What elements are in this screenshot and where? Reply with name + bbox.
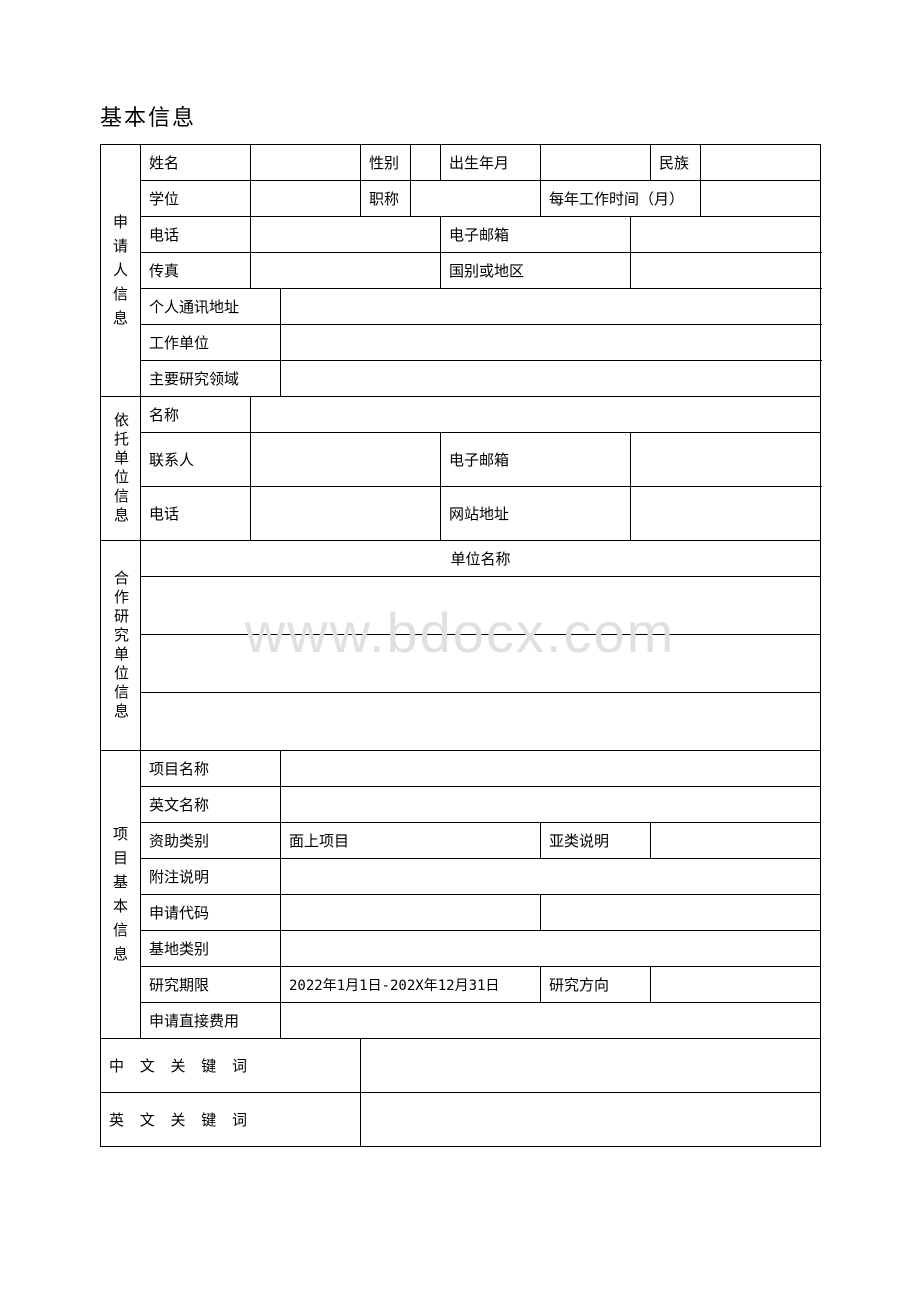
ethnic-value: [701, 145, 821, 181]
subtype-value: [651, 823, 821, 859]
host-name-value: [251, 397, 821, 433]
note-label: 附注说明: [141, 859, 281, 895]
workunit-label: 工作单位: [141, 325, 281, 361]
project-name-value: [281, 751, 821, 787]
host-phone-value: [251, 487, 441, 541]
host-website-value: [631, 487, 821, 541]
cn-keywords-value: [361, 1039, 821, 1093]
applicant-section-header: 申请人信息: [101, 145, 141, 397]
host-email-value: [631, 433, 821, 487]
host-phone-label: 电话: [141, 487, 251, 541]
gender-value: [411, 145, 441, 181]
partner-unitname-label: 单位名称: [141, 541, 821, 577]
project-enname-label: 英文名称: [141, 787, 281, 823]
fundtype-label: 资助类别: [141, 823, 281, 859]
research-value: [281, 361, 821, 397]
subtype-label: 亚类说明: [541, 823, 651, 859]
en-keywords-label: 英 文 关 键 词: [101, 1093, 361, 1147]
address-value: [281, 289, 821, 325]
gender-label: 性别: [361, 145, 411, 181]
basetype-label: 基地类别: [141, 931, 281, 967]
address-label: 个人通讯地址: [141, 289, 281, 325]
period-value: 2022年1月1日-202X年12月31日: [281, 967, 541, 1003]
directfee-value: [281, 1003, 821, 1039]
name-label: 姓名: [141, 145, 251, 181]
direction-label: 研究方向: [541, 967, 651, 1003]
code-value-2: [541, 895, 821, 931]
code-value-1: [281, 895, 541, 931]
degree-label: 学位: [141, 181, 251, 217]
host-contact-label: 联系人: [141, 433, 251, 487]
host-name-label: 名称: [141, 397, 251, 433]
partner-row-3: [141, 693, 821, 751]
email-value: [631, 217, 821, 253]
host-contact-value: [251, 433, 441, 487]
birth-label: 出生年月: [441, 145, 541, 181]
basetype-value: [281, 931, 821, 967]
workunit-value: [281, 325, 821, 361]
fundtype-value: 面上项目: [281, 823, 541, 859]
en-keywords-value: [361, 1093, 821, 1147]
project-enname-value: [281, 787, 821, 823]
form-table: 申请人信息 姓名 性别 出生年月 民族 学位 职称 每年工作时间（月） 电话 电…: [100, 144, 821, 1147]
code-label: 申请代码: [141, 895, 281, 931]
email-label: 电子邮箱: [441, 217, 631, 253]
direction-value: [651, 967, 821, 1003]
degree-value: [251, 181, 361, 217]
phone-value: [251, 217, 441, 253]
host-section-header: 依托单位信息: [101, 397, 141, 541]
country-value: [631, 253, 821, 289]
period-label: 研究期限: [141, 967, 281, 1003]
cn-keywords-label: 中 文 关 键 词: [101, 1039, 361, 1093]
project-section-header: 项目基本信息: [101, 751, 141, 1039]
directfee-label: 申请直接费用: [141, 1003, 281, 1039]
page-title: 基本信息: [100, 100, 820, 132]
research-label: 主要研究领域: [141, 361, 281, 397]
host-email-label: 电子邮箱: [441, 433, 631, 487]
title-value: [411, 181, 541, 217]
fax-value: [251, 253, 441, 289]
worktime-value: [701, 181, 821, 217]
host-website-label: 网站地址: [441, 487, 631, 541]
project-name-label: 项目名称: [141, 751, 281, 787]
fax-label: 传真: [141, 253, 251, 289]
partner-row-2: [141, 635, 821, 693]
name-value: [251, 145, 361, 181]
title-label: 职称: [361, 181, 411, 217]
country-label: 国别或地区: [441, 253, 631, 289]
phone-label: 电话: [141, 217, 251, 253]
worktime-label: 每年工作时间（月）: [541, 181, 701, 217]
partner-section-header: 合作研究单位信息: [101, 541, 141, 751]
ethnic-label: 民族: [651, 145, 701, 181]
note-value: [281, 859, 821, 895]
partner-row-1: [141, 577, 821, 635]
birth-value: [541, 145, 651, 181]
